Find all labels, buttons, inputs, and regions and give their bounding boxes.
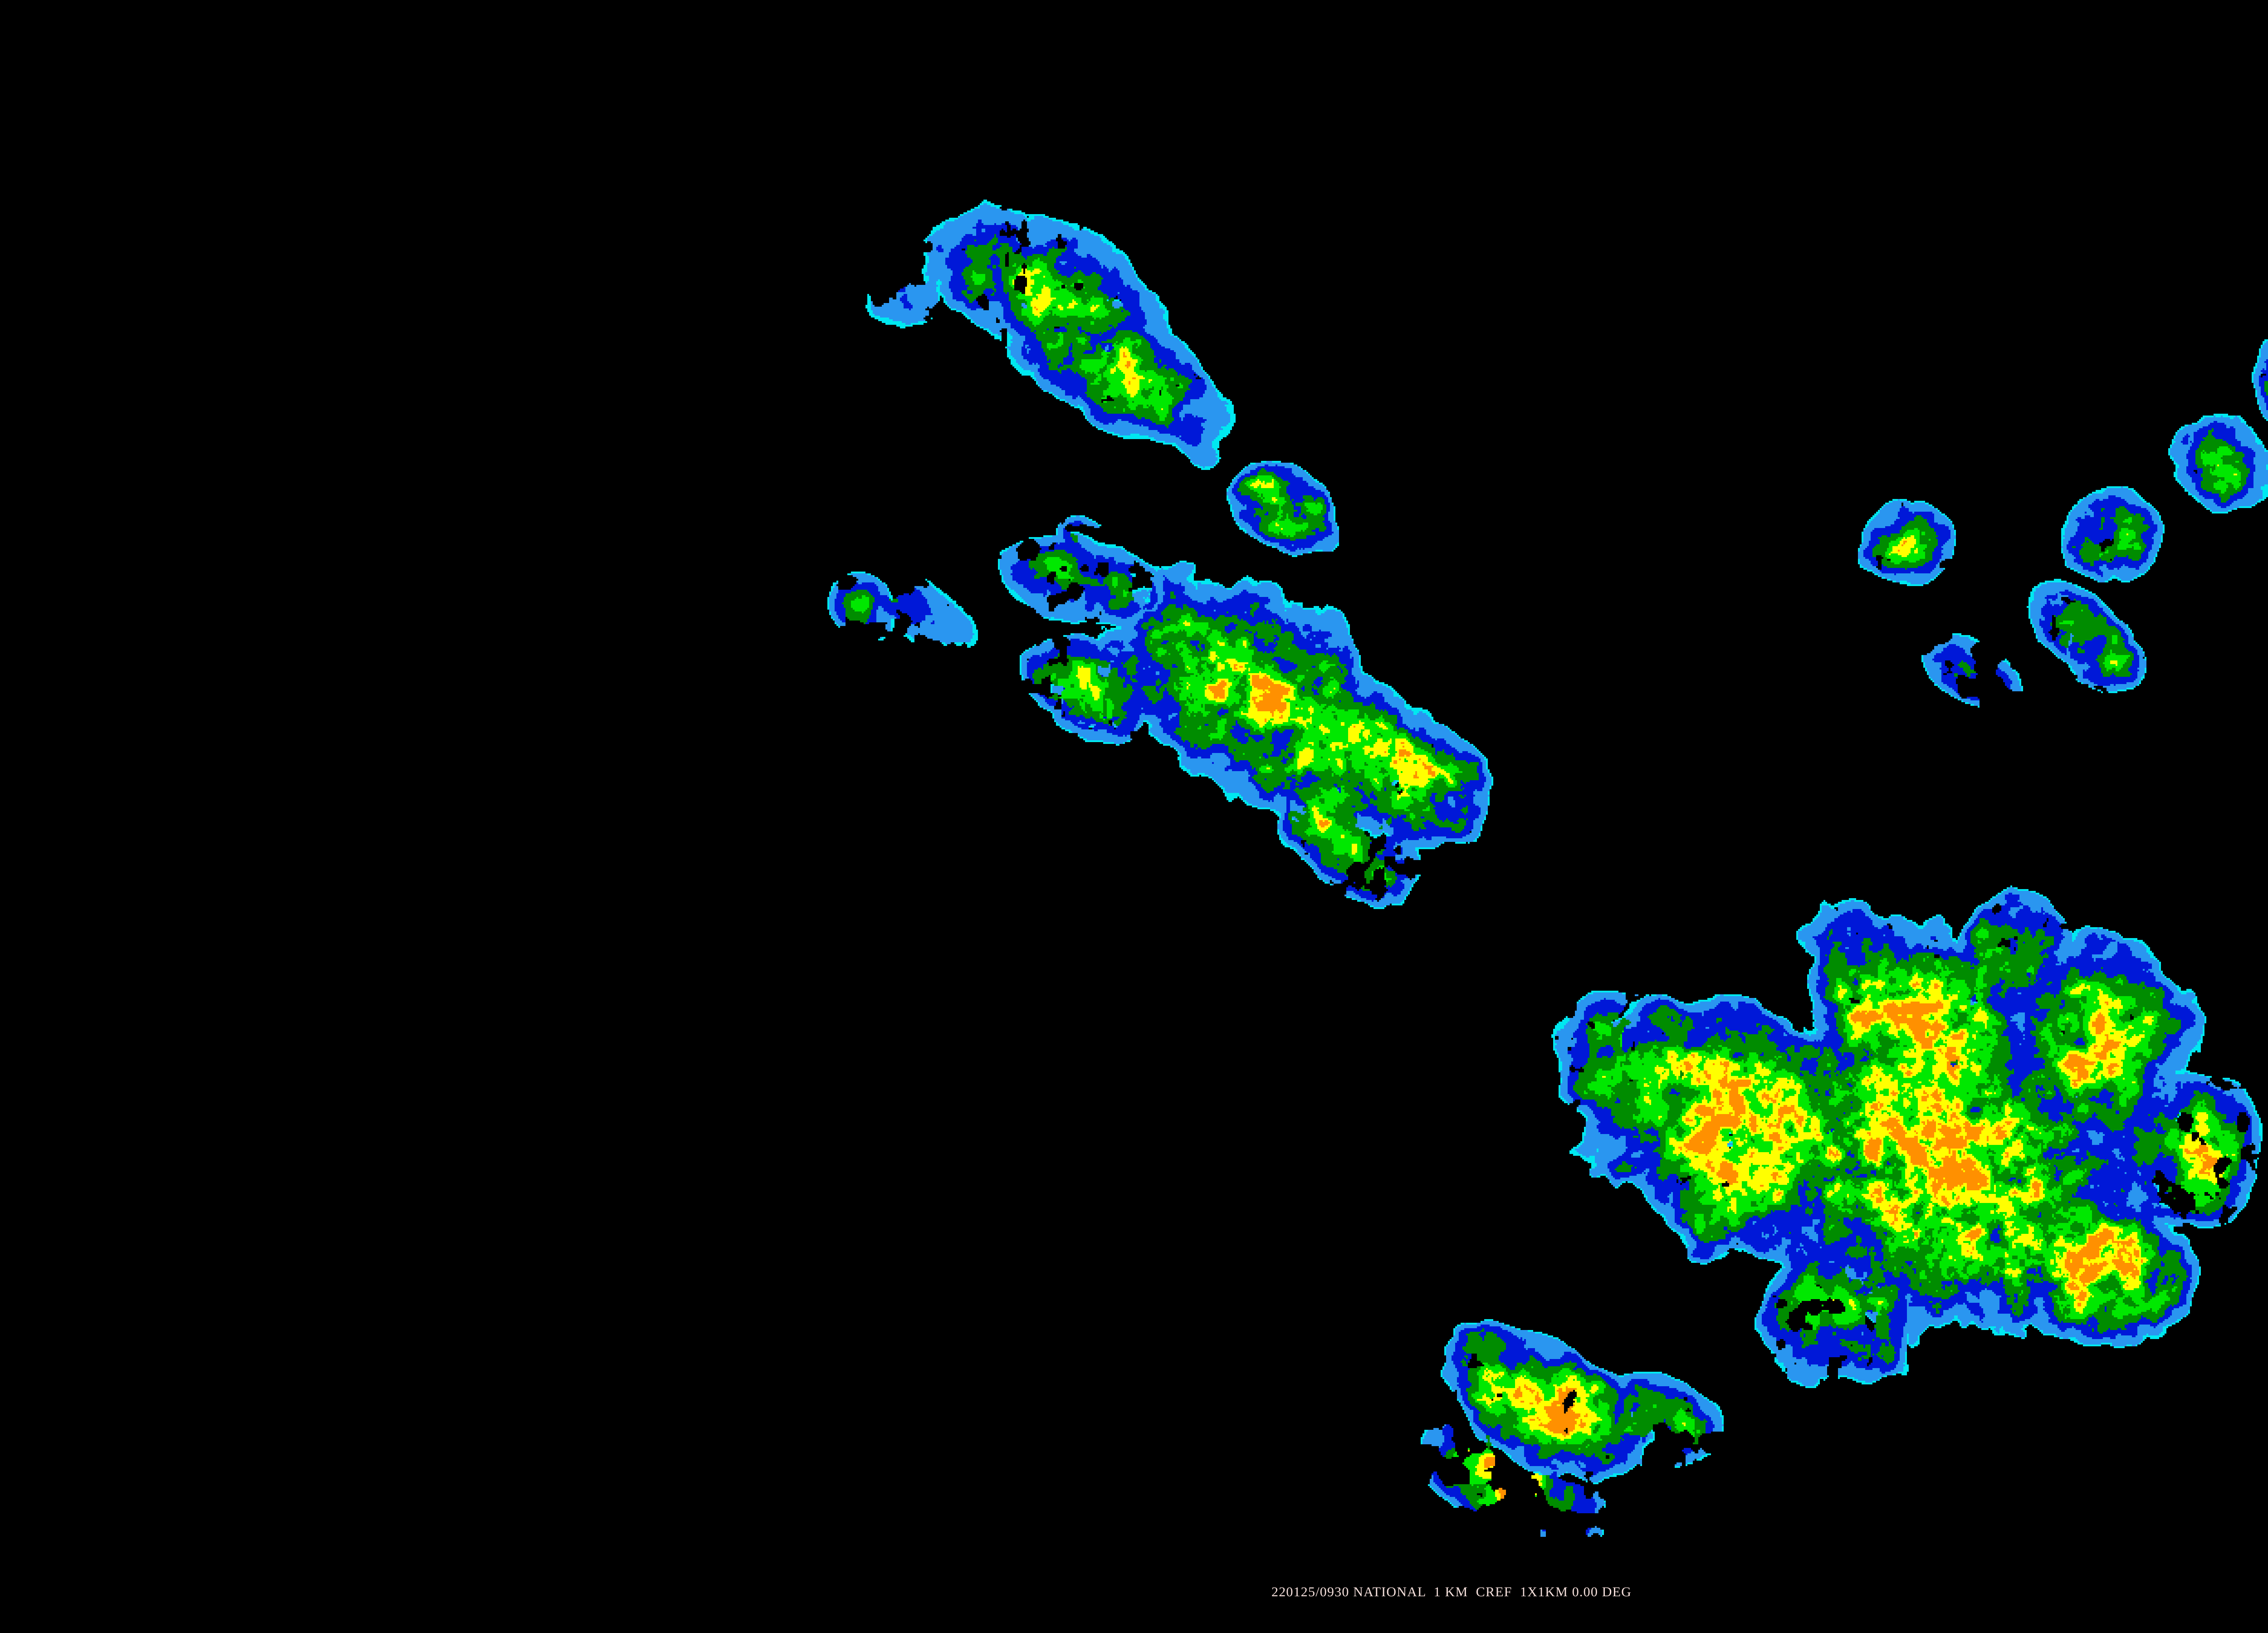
product-caption: 220125/0930 NATIONAL 1 KM CREF 1X1KM 0.0…	[1271, 1584, 1632, 1599]
